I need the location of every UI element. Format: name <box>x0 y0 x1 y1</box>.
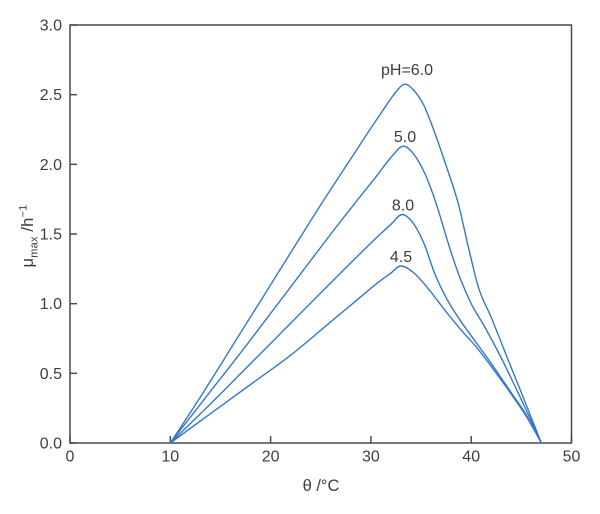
series-label-ph-5.0: 5.0 <box>394 129 416 146</box>
x-tick-label: 30 <box>362 449 380 466</box>
curve-ph-6.0 <box>169 83 543 444</box>
x-axis-title: θ /°C <box>302 477 340 495</box>
y-axis-symbol: μ <box>19 257 38 268</box>
x-tick-label: 20 <box>262 449 280 466</box>
x-tick-label: 50 <box>563 449 581 466</box>
y-tick-label: 1.0 <box>40 296 62 313</box>
y-axis-exponent: −1 <box>17 204 30 218</box>
curve-ph-4.5 <box>169 265 543 444</box>
x-tick-label: 0 <box>66 449 75 466</box>
y-axis-title: μmax /h−1 <box>18 204 41 267</box>
y-tick-label: 0.0 <box>40 436 62 453</box>
series-label-ph-8.0: 8.0 <box>392 197 414 214</box>
plot-border <box>69 24 573 444</box>
y-axis-unit: /h <box>19 217 38 237</box>
y-tick-label: 2.5 <box>40 87 62 104</box>
y-axis-subscript: max <box>28 236 41 258</box>
y-tick-label: 2.0 <box>40 157 62 174</box>
x-tick-label: 10 <box>161 449 179 466</box>
series-label-ph-4.5: 4.5 <box>390 249 412 266</box>
y-tick-label: 3.0 <box>40 18 62 35</box>
curve-ph-5.0 <box>169 145 543 444</box>
y-tick-label: 1.5 <box>40 227 62 244</box>
curve-ph-8.0 <box>169 213 543 444</box>
x-tick-label: 40 <box>462 449 480 466</box>
y-tick-label: 0.5 <box>40 366 62 383</box>
series-label-ph-6.0: pH=6.0 <box>381 62 433 79</box>
